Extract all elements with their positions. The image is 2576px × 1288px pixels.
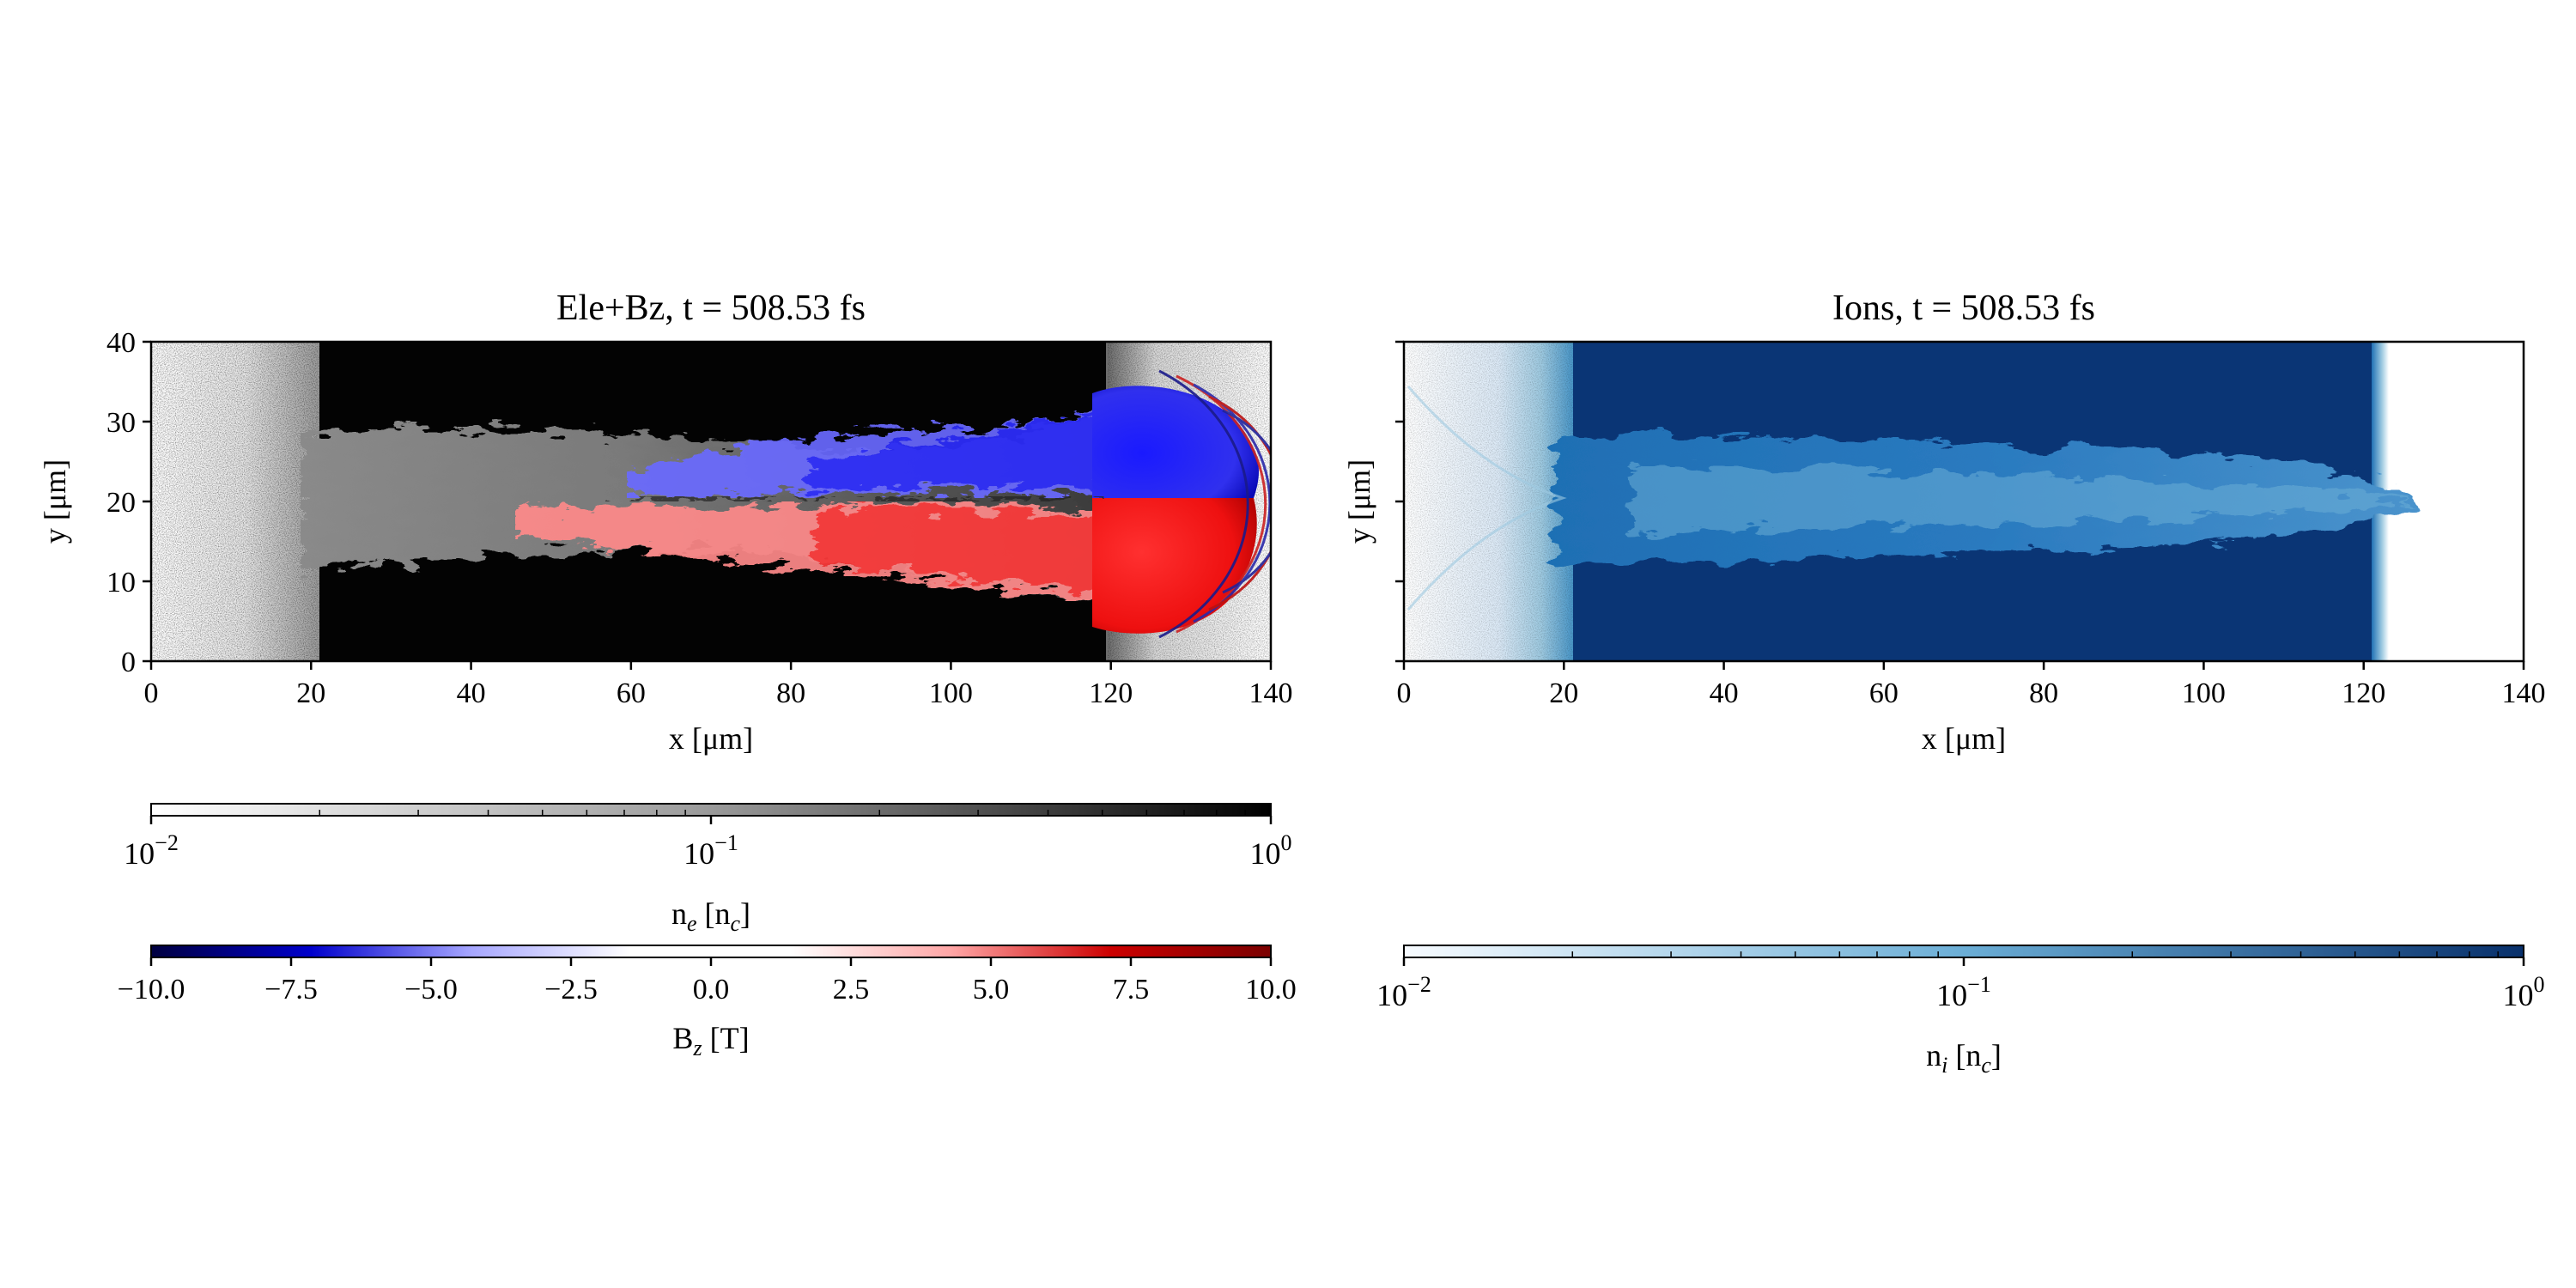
ne-tick-label: 10−1 bbox=[683, 830, 738, 871]
bz-tick-label: 0.0 bbox=[693, 974, 730, 1005]
bz-tick-label: −10.0 bbox=[118, 974, 185, 1005]
panel-ions: Ions, t = 508.53 fs 0 20 40 60 80 100 120 140 x [… bbox=[1342, 289, 2546, 756]
ions-x-tick-label: 20 bbox=[1549, 677, 1578, 709]
ele-y-tick-label: 0 bbox=[121, 647, 136, 678]
bz-colorbar-body bbox=[150, 945, 1272, 958]
ni-tick-label: 10−2 bbox=[1376, 972, 1431, 1012]
ele-x-tick-label: 120 bbox=[1089, 677, 1133, 709]
ele-x-tick-label: 0 bbox=[144, 677, 159, 709]
ions-axes: Ions, t = 508.53 fs 0 20 40 60 80 100 120 140 x [… bbox=[1342, 289, 2546, 756]
ele-x-tick-label: 80 bbox=[776, 677, 805, 709]
ni-tick-label: 100 bbox=[2503, 972, 2545, 1012]
ele-x-tick-label: 20 bbox=[296, 677, 325, 709]
ele-y-tick-label: 30 bbox=[106, 407, 136, 439]
bz-tick-label: 7.5 bbox=[1113, 974, 1150, 1005]
ni-colorbar-label: ni [nc] bbox=[1926, 1038, 2002, 1078]
ele-x-tick-label: 140 bbox=[1249, 677, 1293, 709]
ele-x-tick-label: 40 bbox=[457, 677, 486, 709]
ions-y-axis-label: y [μm] bbox=[1342, 459, 1376, 544]
panel-ele: Ele+Bz, t = 508.53 fs 0 20 40 60 80 100 120 140 0… bbox=[38, 289, 1293, 756]
ions-x-tick-label: 120 bbox=[2342, 677, 2385, 709]
ions-x-tick-label: 100 bbox=[2182, 677, 2226, 709]
ele-x-tick-label: 60 bbox=[617, 677, 646, 709]
ele-y-tick-label: 10 bbox=[106, 567, 136, 598]
ions-x-tick-label: 0 bbox=[1397, 677, 1412, 709]
bz-colorbar-label: Bz [T] bbox=[672, 1021, 749, 1060]
ele-x-axis-label: x [μm] bbox=[669, 721, 753, 756]
ions-x-tick-label: 40 bbox=[1710, 677, 1739, 709]
ne-colorbar-label: ne [nc] bbox=[671, 896, 750, 936]
ele-x-tick-label: 100 bbox=[929, 677, 973, 709]
bz-tick-label: −7.5 bbox=[264, 974, 318, 1005]
bz-tick-label: −5.0 bbox=[404, 974, 458, 1005]
ions-x-tick-label: 80 bbox=[2029, 677, 2058, 709]
ne-tick-label: 10−2 bbox=[124, 830, 179, 871]
ele-y-tick-label: 40 bbox=[106, 327, 136, 359]
colorbar-ni: 10−2 10−1 100 ni [nc] bbox=[1376, 945, 2545, 1078]
ele-title: Ele+Bz, t = 508.53 fs bbox=[556, 289, 866, 328]
bz-tick-label: 10.0 bbox=[1245, 974, 1297, 1005]
ions-x-tick-label: 60 bbox=[1869, 677, 1899, 709]
ions-heatmap bbox=[1404, 342, 2524, 661]
ions-title: Ions, t = 508.53 fs bbox=[1832, 289, 2095, 328]
colorbar-ne: 10−2 10−1 100 ne [nc] bbox=[124, 803, 1292, 936]
ions-x-tick-label: 140 bbox=[2502, 677, 2546, 709]
ele-y-tick-label: 20 bbox=[106, 487, 136, 519]
bz-tick-label: 5.0 bbox=[973, 974, 1010, 1005]
ni-tick-label: 10−1 bbox=[1936, 972, 1991, 1012]
ions-x-axis-label: x [μm] bbox=[1922, 721, 2006, 756]
bz-tick-label: −2.5 bbox=[544, 974, 598, 1005]
ele-y-axis-label: y [μm] bbox=[38, 459, 72, 544]
bz-tick-label: 2.5 bbox=[833, 974, 870, 1005]
colorbar-bz: −10.0 −7.5 −5.0 −2.5 0.0 2.5 5.0 7.5 10.0 Bz [T] bbox=[118, 945, 1297, 1060]
ele-axes: Ele+Bz, t = 508.53 fs 0 20 40 60 80 100 120 140 0… bbox=[38, 289, 1293, 756]
ele-heatmap bbox=[151, 342, 1271, 661]
ne-tick-label: 100 bbox=[1250, 830, 1292, 871]
